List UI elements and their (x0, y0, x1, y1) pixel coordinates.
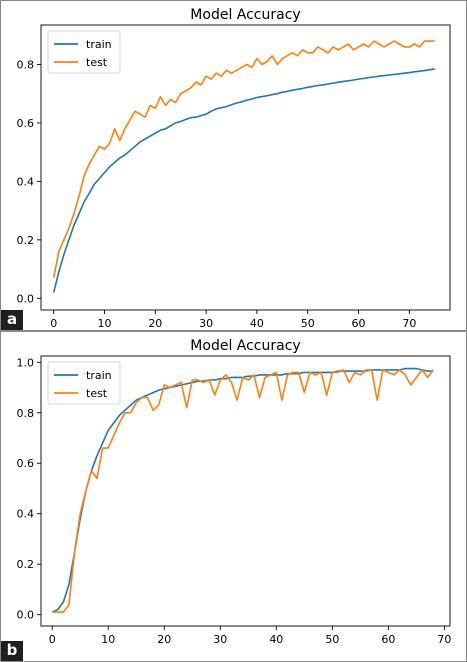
series-line-train (52, 68, 435, 293)
plot-frame (40, 355, 451, 627)
x-tick-label: 30 (213, 633, 227, 646)
chart-a: Model Accuracy 0 10 20 30 40 50 60 70 0.0 0.2 0.4 0.… (17, 7, 451, 330)
x-tick-label: 60 (352, 317, 366, 330)
legend: train test (47, 30, 121, 74)
y-tick-label: 0.8 (17, 58, 35, 71)
y-tick-label: 0.6 (17, 117, 35, 130)
panel-label-a: a (1, 310, 23, 330)
plot-frame (40, 24, 451, 311)
series-line-test (52, 40, 435, 278)
y-tick-label: 0.4 (17, 175, 35, 188)
chart-panel-b: Model Accuracy 0 10 20 30 40 50 60 70 0.0 0.2 0.4 0.… (0, 331, 467, 662)
y-tick-label: 0.8 (17, 407, 35, 420)
x-tick-label: 20 (157, 633, 171, 646)
x-tick-label: 40 (269, 633, 283, 646)
chart-title: Model Accuracy (190, 7, 300, 23)
series-line-test (52, 369, 434, 613)
x-tick-label: 50 (325, 633, 339, 646)
x-tick-label: 40 (250, 317, 264, 330)
legend: train test (47, 361, 121, 405)
y-tick-label: 0.6 (17, 457, 35, 470)
x-tick-label: 0 (50, 317, 57, 330)
chart-panel-a: Model Accuracy 0 10 20 30 40 50 60 70 0.0 0.2 0.4 0.… (0, 0, 467, 331)
x-tick-label: 0 (49, 633, 56, 646)
chart-b: Model Accuracy 0 10 20 30 40 50 60 70 0.0 0.2 0.4 0.… (17, 338, 452, 646)
x-tick-label: 10 (101, 633, 115, 646)
y-tick-label: 1.0 (17, 356, 35, 369)
series-line-train (51, 367, 434, 613)
x-tick-label: 70 (437, 633, 451, 646)
x-tick-label: 60 (381, 633, 395, 646)
y-tick-label: 0.0 (17, 609, 35, 622)
y-tick-label: 0.2 (17, 558, 35, 571)
x-tick-label: 20 (148, 317, 162, 330)
legend-label-train: train (86, 369, 112, 382)
chart-title: Model Accuracy (190, 338, 300, 354)
x-tick-label: 50 (301, 317, 315, 330)
y-tick-label: 0.2 (17, 234, 35, 247)
x-tick-label: 30 (199, 317, 213, 330)
x-tick-label: 10 (98, 317, 112, 330)
x-tick-label: 70 (402, 317, 416, 330)
panel-label-b: b (1, 641, 23, 661)
y-tick-label: 0.4 (17, 508, 35, 521)
legend-label-test: test (86, 56, 108, 69)
legend-label-test: test (86, 387, 108, 400)
y-tick-label: 0.0 (17, 292, 35, 305)
legend-label-train: train (86, 38, 112, 51)
